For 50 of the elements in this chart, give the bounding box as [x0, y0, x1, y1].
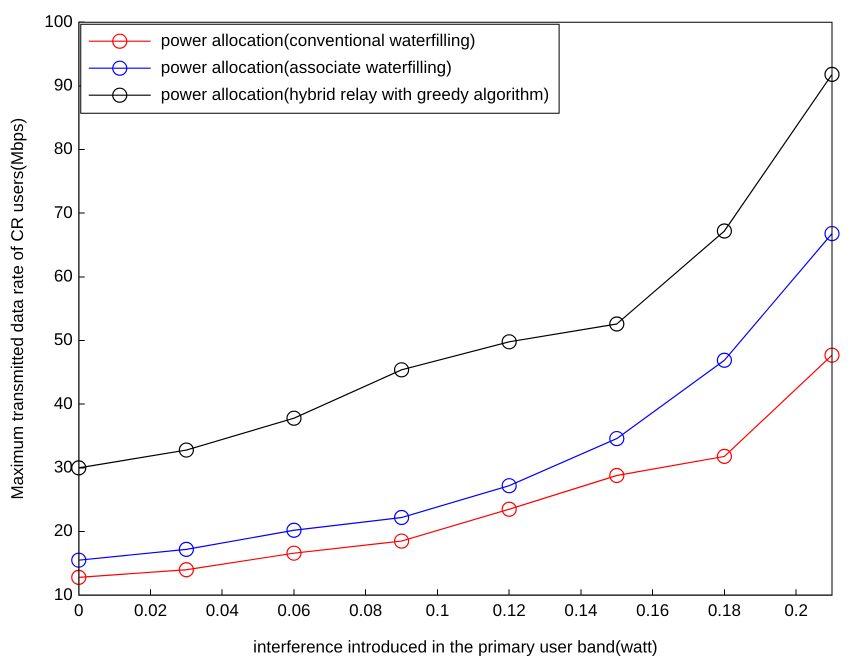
point — [394, 362, 410, 378]
point — [178, 562, 194, 578]
point — [71, 552, 86, 568]
x-tick-label: 0.12 — [492, 601, 526, 620]
y-tick-label: 30 — [54, 458, 73, 477]
x-tick-label: 0.18 — [708, 601, 741, 620]
legend-label: power allocation(conventional waterfilling) — [160, 30, 476, 50]
point — [286, 546, 302, 561]
x-tick-label: 0.02 — [134, 601, 168, 620]
x-tick-label: 0.2 — [784, 601, 808, 620]
point — [178, 542, 194, 557]
y-tick-label: 60 — [54, 266, 73, 286]
x-tick-label: 0.04 — [206, 601, 239, 620]
point — [178, 442, 194, 458]
point — [502, 478, 517, 494]
legend-label: power allocation(hybrid relay with greedy algorithm) — [160, 84, 550, 104]
y-tick-label: 40 — [54, 394, 73, 413]
point — [609, 468, 624, 484]
y-tick-label: 70 — [54, 202, 73, 222]
point — [716, 352, 732, 368]
x-tick-label: 0.16 — [636, 601, 670, 620]
point — [394, 510, 410, 526]
x-axis-title: interference introduced in the primary user band(watt) — [253, 637, 658, 656]
point — [502, 334, 517, 350]
point — [609, 430, 624, 446]
x-tick-label: 0.06 — [277, 601, 311, 620]
y-axis-title: Maximum transmitted data rate of CR users(Mbps) — [8, 118, 27, 500]
point — [394, 533, 410, 549]
point — [824, 348, 840, 363]
legend-label: power allocation(associate waterfilling) — [160, 58, 452, 77]
x-tick-label: 0.1 — [426, 601, 450, 620]
y-tick-label: 50 — [54, 330, 73, 350]
point — [71, 460, 86, 476]
y-tick-label: 80 — [54, 139, 73, 158]
point — [286, 522, 302, 538]
point — [71, 570, 86, 585]
point — [716, 448, 732, 464]
x-tick-label: 0 — [74, 601, 84, 620]
point — [824, 66, 840, 82]
y-tick-label: 10 — [54, 584, 73, 604]
y-tick-label: 90 — [54, 76, 73, 95]
point — [286, 410, 302, 426]
x-tick-label: 0.14 — [564, 601, 598, 620]
point — [502, 502, 517, 517]
point — [716, 223, 732, 239]
point — [609, 316, 624, 332]
point — [824, 226, 840, 242]
x-tick-label: 0.08 — [349, 601, 382, 620]
y-tick-label: 100 — [44, 12, 73, 31]
y-tick-label: 20 — [54, 521, 73, 540]
